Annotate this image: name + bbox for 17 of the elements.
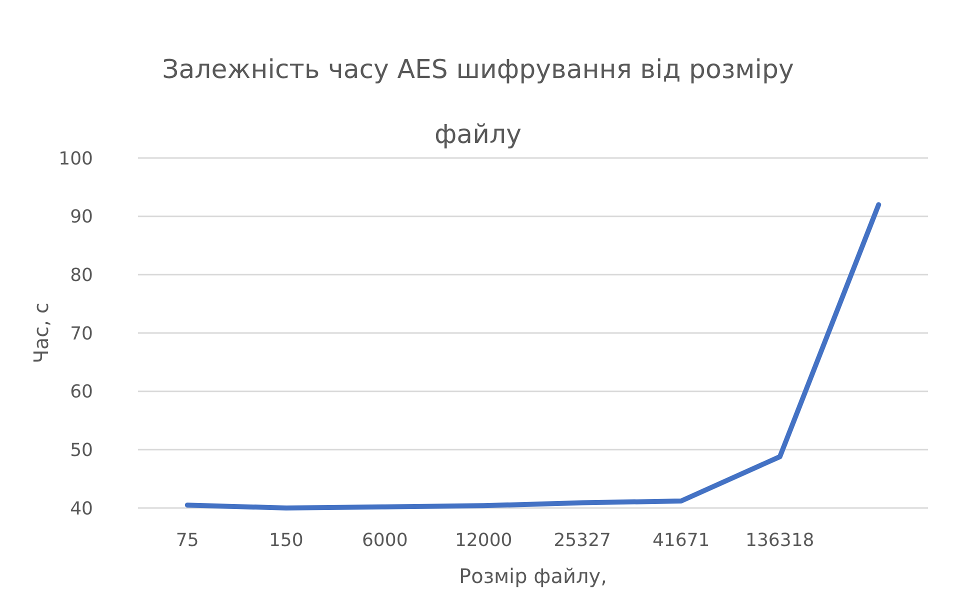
x-tick-label: 136318 (746, 530, 814, 551)
y-tick-label: 100 (58, 148, 93, 170)
x-tick-label: 75 (176, 530, 199, 551)
y-tick-label: 40 (70, 498, 93, 520)
x-tick-label: 150 (268, 530, 304, 551)
x-tick-label: 6000 (362, 530, 408, 551)
y-tick-label: 50 (70, 440, 93, 461)
x-tick-label: 12000 (454, 530, 512, 551)
x-axis-title: Розмір файлу, (459, 564, 607, 588)
chart-title: Залежність часу AES шифрування від розміру файлу (162, 55, 794, 150)
y-axis-title: Час, с (29, 302, 53, 364)
y-tick-label: 70 (70, 323, 93, 344)
x-tick-label: 41671 (652, 530, 710, 551)
y-tick-label: 60 (70, 382, 93, 403)
y-tick-label: 90 (70, 206, 93, 228)
x-tick-label: 25327 (554, 530, 612, 551)
y-tick-label: 80 (70, 264, 93, 286)
